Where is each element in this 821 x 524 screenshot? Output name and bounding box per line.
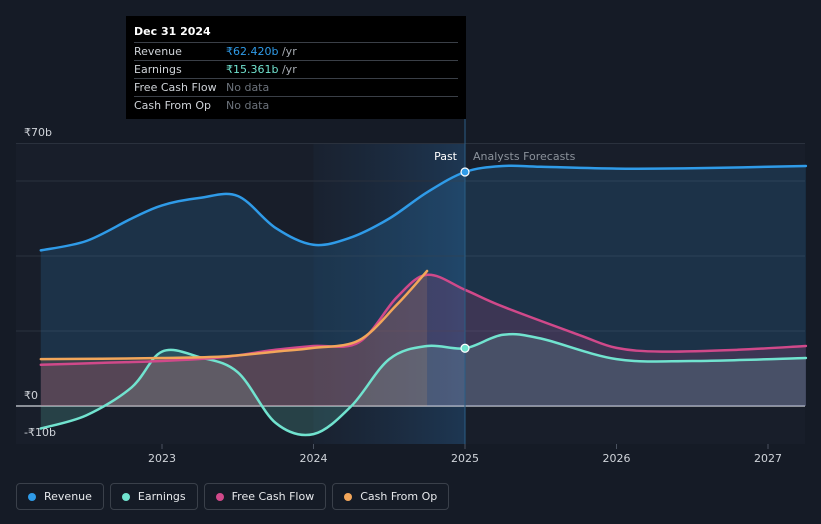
tooltip-row-label: Cash From Op [134, 99, 212, 112]
tooltip-row-label: Revenue [134, 45, 182, 58]
y-tick-label: ₹0 [24, 389, 38, 402]
x-tick-label: 2027 [754, 452, 782, 465]
tooltip-row-label: Free Cash Flow [134, 81, 217, 94]
data-tooltip: Dec 31 2024 Revenue ₹62.420b /yr Earnings ₹… [126, 16, 466, 119]
legend-item-revenue[interactable]: Revenue [16, 483, 104, 510]
legend-label: Free Cash Flow [231, 490, 315, 503]
legend-dot-icon [28, 492, 36, 501]
series-line-cash-from-op [39, 269, 429, 361]
x-tick-label: 2023 [148, 452, 176, 465]
legend-item-free-cash-flow[interactable]: Free Cash Flow [203, 483, 327, 510]
series-area-revenue [40, 165, 806, 406]
series-lines [39, 164, 808, 437]
tooltip-row-value: No data [226, 79, 269, 96]
series-area-free-cash-flow [40, 274, 806, 406]
chart-legend: Revenue Earnings Free Cash Flow Cash From O… [16, 483, 450, 510]
tooltip-row: Free Cash Flow No data [134, 78, 458, 96]
x-tick-label: 2024 [300, 452, 328, 465]
highlight-point-revenue[interactable] [460, 167, 470, 177]
legend-dot-icon [121, 492, 130, 501]
highlight-markers [460, 167, 470, 353]
tooltip-value-number: No data [226, 99, 270, 112]
series-line-earnings [39, 332, 808, 437]
tooltip-row-value: ₹15.361b /yr [226, 61, 297, 78]
forecast-label: Analysts Forecasts [473, 150, 576, 163]
x-tick-label: 2025 [451, 452, 479, 465]
legend-dot-icon [344, 492, 353, 501]
legend-label: Revenue [44, 490, 92, 503]
past-label: Past [434, 150, 458, 163]
series-line-free-cash-flow [39, 273, 808, 367]
tooltip-value-number: ₹62.420b [226, 45, 279, 58]
tooltip-row-value: No data [226, 97, 269, 114]
tooltip-row: Earnings ₹15.361b /yr [134, 60, 458, 78]
tooltip-value-unit: /yr [278, 45, 297, 58]
tooltip-date: Dec 31 2024 [134, 25, 211, 38]
legend-label: Cash From Op [360, 490, 438, 503]
tooltip-value-unit: /yr [278, 63, 297, 76]
legend-item-cash-from-op[interactable]: Cash From Op [332, 483, 450, 510]
gridlines [16, 143, 805, 407]
past-highlight-region [313, 144, 465, 444]
series-area-cash-from-op [40, 271, 428, 406]
y-tick-label: -₹10b [24, 426, 56, 439]
axis-labels: ₹70b ₹0 -₹10b 2023 2024 2025 2026 2027 [24, 126, 782, 465]
x-tick-label: 2026 [603, 452, 631, 465]
tooltip-row-value: ₹62.420b /yr [226, 43, 297, 60]
tooltip-row: Cash From Op No data [134, 96, 458, 114]
tooltip-value-number: ₹15.361b [226, 63, 279, 76]
series-line-revenue [39, 164, 808, 252]
tooltip-rows: Revenue ₹62.420b /yr Earnings ₹15.361b /yr F… [134, 42, 458, 114]
y-tick-label: ₹70b [24, 126, 52, 139]
tooltip-row: Revenue ₹62.420b /yr [134, 42, 458, 60]
legend-dot-icon [215, 492, 224, 501]
legend-item-earnings[interactable]: Earnings [109, 483, 198, 510]
legend-label: Earnings [137, 490, 186, 503]
highlight-point-earnings[interactable] [460, 343, 470, 353]
tooltip-row-label: Earnings [134, 63, 182, 76]
tooltip-value-number: No data [226, 81, 270, 94]
